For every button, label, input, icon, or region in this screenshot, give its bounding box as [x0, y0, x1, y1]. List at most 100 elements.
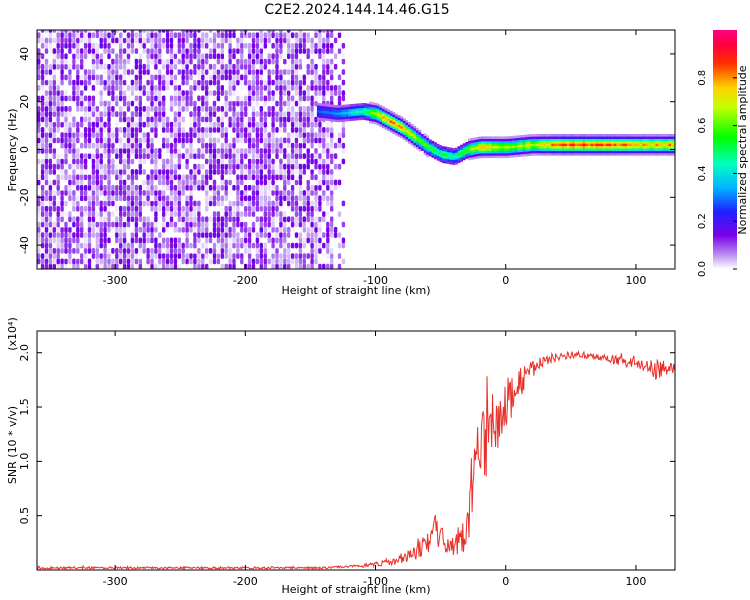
heatmap-cell [279, 30, 283, 33]
heatmap-cell [298, 200, 303, 207]
heatmap-cell [220, 221, 224, 228]
heatmap-cell [103, 111, 107, 117]
heatmap-cell [95, 158, 99, 165]
heatmap-cell [287, 116, 291, 123]
heatmap-cell [212, 232, 217, 238]
heatmap-cell [56, 37, 60, 44]
heatmap-cell [115, 169, 119, 175]
heatmap-cell [44, 190, 49, 196]
heatmap-cell [318, 79, 322, 86]
heatmap-cell [134, 79, 139, 86]
heatmap-cell [595, 153, 599, 156]
heatmap-cell [201, 79, 205, 86]
heatmap-cell [606, 148, 609, 151]
heatmap-cell [580, 134, 583, 137]
heatmap-cell [240, 111, 244, 117]
heatmap-cell [216, 221, 221, 228]
heatmap-cell [488, 138, 492, 142]
heatmap-cell [415, 130, 419, 133]
heatmap-cell [99, 237, 103, 244]
heatmap-cell [189, 184, 193, 191]
heatmap-cell [271, 148, 275, 154]
heatmap-cell [48, 163, 53, 170]
heatmap-cell [111, 79, 115, 86]
heatmap-cell [405, 139, 409, 142]
heatmap-cell [294, 106, 299, 112]
snr-series-line [37, 349, 675, 570]
heatmap-cell [212, 221, 217, 228]
heatmap-cell [314, 111, 318, 117]
heatmap-cell [224, 226, 228, 233]
heatmap-cell [553, 134, 557, 137]
heatmap-cell [95, 106, 99, 112]
heatmap-cell [236, 190, 240, 196]
heatmap-cell [216, 226, 221, 233]
heatmap-cell [271, 142, 275, 149]
heatmap-cell [259, 95, 263, 102]
heatmap-cell [356, 105, 359, 109]
heatmap-cell [564, 143, 568, 147]
heatmap-cell [169, 132, 174, 138]
heatmap-cell [333, 142, 338, 149]
heatmap-cell [475, 139, 479, 143]
heatmap-cell [330, 74, 334, 81]
heatmap-cell [181, 74, 185, 81]
heatmap-cell [259, 137, 263, 144]
heatmap-cell [527, 134, 531, 137]
heatmap-cell [150, 184, 154, 191]
heatmap-cell [154, 121, 158, 128]
heatmap-cell [197, 200, 201, 207]
heatmap-cell [205, 32, 209, 39]
heatmap-cell [345, 114, 349, 117]
heatmap-cell [494, 155, 497, 159]
heatmap-cell [318, 48, 322, 54]
heatmap-cell [103, 253, 107, 259]
heatmap-cell [119, 237, 123, 244]
y-tick-label: 1.0 [18, 453, 31, 471]
heatmap-cell [91, 74, 96, 81]
heatmap-cell [400, 126, 404, 129]
heatmap-cell [76, 226, 80, 233]
heatmap-cell [224, 137, 228, 144]
heatmap-cell [637, 134, 640, 137]
heatmap-cell [290, 127, 295, 133]
heatmap-cell [553, 150, 557, 154]
heatmap-cell [201, 226, 205, 233]
heatmap-cell [126, 132, 131, 138]
heatmap-cell [470, 157, 474, 160]
heatmap-cell [158, 263, 162, 269]
heatmap-cell [642, 145, 646, 149]
heatmap-cell [491, 153, 495, 156]
heatmap-cell [162, 211, 166, 217]
heatmap-cell [185, 137, 189, 144]
heatmap-cell [76, 30, 80, 33]
heatmap-cell [111, 263, 115, 269]
heatmap-cell [647, 145, 651, 149]
heatmap-cell [169, 63, 174, 70]
heatmap-cell [205, 116, 209, 123]
heatmap-cell [95, 79, 99, 86]
heatmap-cell [410, 123, 414, 127]
heatmap-cell [577, 148, 581, 151]
heatmap-cell [240, 116, 244, 123]
heatmap-cell [60, 158, 64, 165]
heatmap-cell [333, 85, 338, 91]
heatmap-cell [287, 69, 291, 75]
heatmap-cell [240, 48, 244, 54]
heatmap-cell [382, 118, 385, 121]
heatmap-cell [302, 116, 306, 123]
heatmap-cell [287, 248, 291, 254]
heatmap-cell [87, 53, 92, 60]
heatmap-cell [593, 138, 596, 142]
heatmap-cell [267, 106, 271, 112]
heatmap-cell [251, 190, 256, 196]
heatmap-cell [208, 195, 213, 202]
heatmap-cell [154, 148, 158, 154]
heatmap-cell [263, 226, 267, 233]
heatmap-cell [232, 148, 236, 154]
heatmap-cell [340, 104, 344, 108]
heatmap-cell [138, 69, 142, 75]
heatmap-cell [302, 169, 306, 175]
heatmap-cell [72, 205, 76, 212]
heatmap-cell [48, 184, 53, 191]
